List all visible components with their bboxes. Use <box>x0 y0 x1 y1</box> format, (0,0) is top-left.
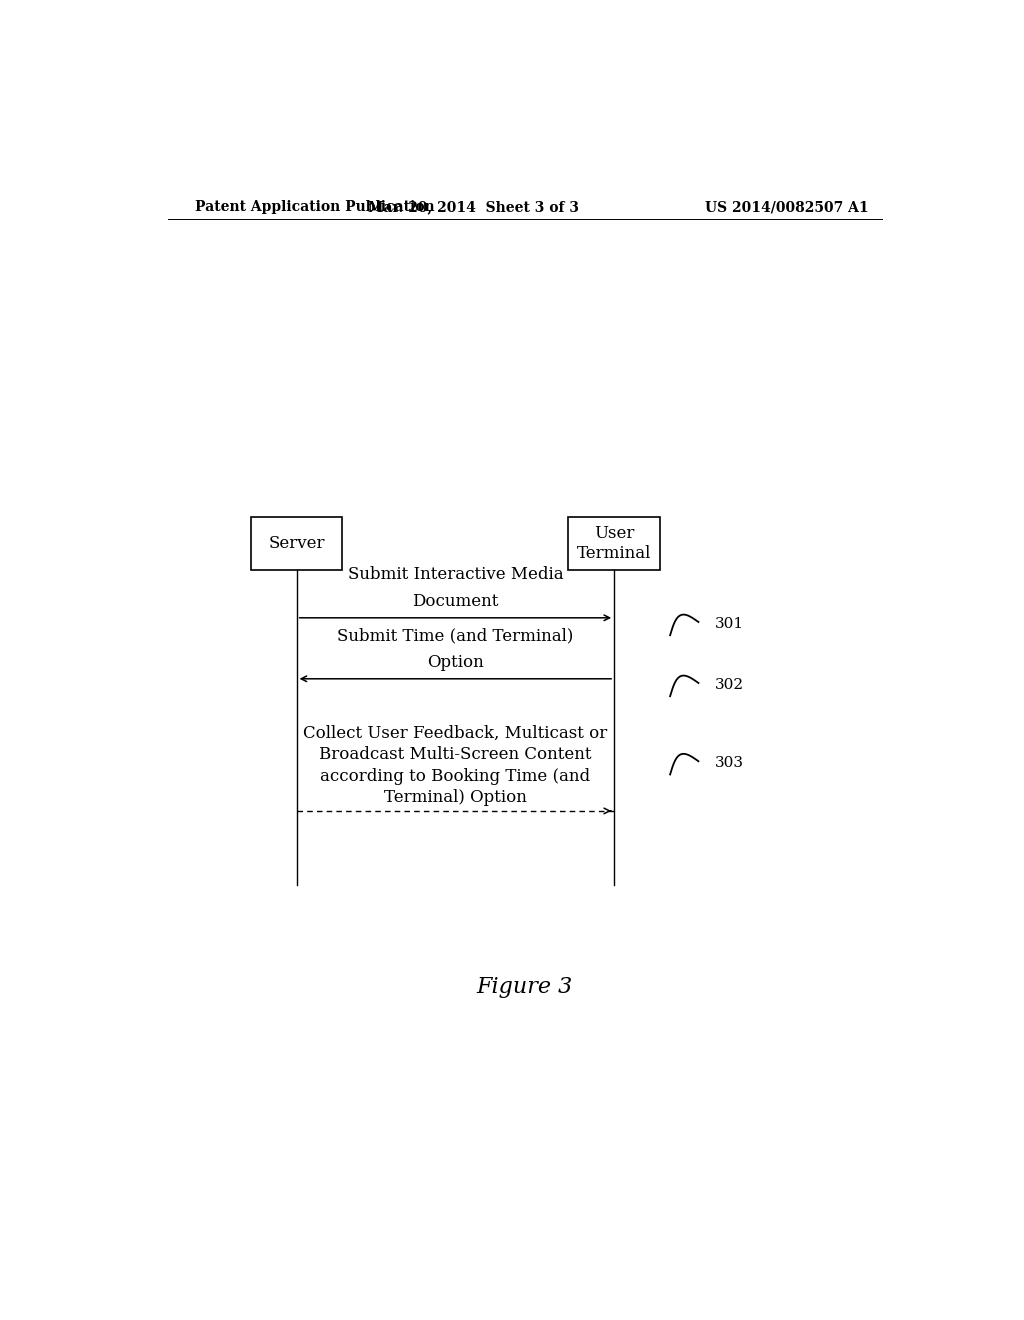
Text: Mar. 20, 2014  Sheet 3 of 3: Mar. 20, 2014 Sheet 3 of 3 <box>368 201 579 214</box>
Text: Server: Server <box>268 535 325 552</box>
Text: Submit Interactive Media: Submit Interactive Media <box>347 566 563 583</box>
Text: Patent Application Publication: Patent Application Publication <box>196 201 435 214</box>
Text: Option: Option <box>427 653 483 671</box>
Text: Collect User Feedback, Multicast or: Collect User Feedback, Multicast or <box>303 725 607 742</box>
Text: Submit Time (and Terminal): Submit Time (and Terminal) <box>337 627 573 644</box>
Text: Broadcast Multi-Screen Content: Broadcast Multi-Screen Content <box>319 746 592 763</box>
Text: Document: Document <box>413 593 499 610</box>
Text: Figure 3: Figure 3 <box>477 975 572 998</box>
FancyBboxPatch shape <box>251 517 342 570</box>
Text: according to Booking Time (and: according to Booking Time (and <box>321 767 591 784</box>
Text: 303: 303 <box>715 756 744 770</box>
Text: 301: 301 <box>715 616 744 631</box>
Text: 302: 302 <box>715 678 744 692</box>
Text: Terminal) Option: Terminal) Option <box>384 789 526 805</box>
Text: User
Terminal: User Terminal <box>577 525 651 562</box>
Text: US 2014/0082507 A1: US 2014/0082507 A1 <box>705 201 868 214</box>
FancyBboxPatch shape <box>568 517 659 570</box>
